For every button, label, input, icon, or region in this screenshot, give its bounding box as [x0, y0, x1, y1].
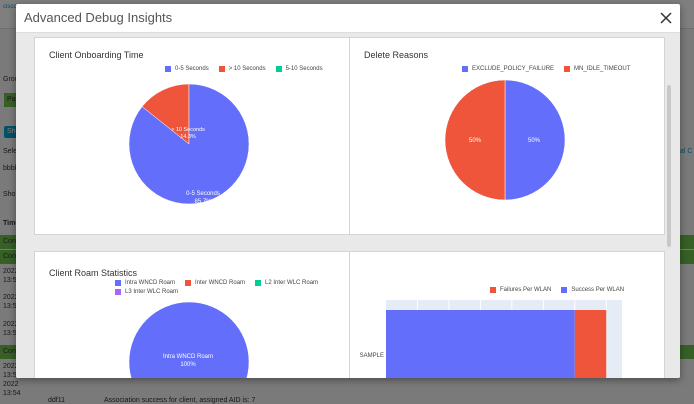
delete-reasons-panel: Delete Reasons EXCLUDE_POLICY_FAILURE MN…	[349, 37, 665, 235]
slice-label: 0-5 Seconds	[186, 191, 220, 197]
category-label: SAMPLE	[360, 353, 384, 359]
wlan-bar-chart: SAMPLE	[360, 300, 622, 378]
bar-segment[interactable]	[574, 310, 607, 378]
legend-item[interactable]: 5-10 Seconds	[275, 66, 323, 72]
wlan-chart-panel: Failures Per WLAN Success Per WLAN SAMPL…	[349, 251, 665, 378]
legend-swatch	[165, 66, 171, 72]
advanced-debug-modal: Advanced Debug Insights Client Onboardin…	[16, 4, 680, 378]
legend-item[interactable]: Failures Per WLAN	[490, 287, 551, 293]
bar-segment[interactable]	[386, 310, 575, 378]
legend-swatch	[564, 66, 571, 72]
delete-reasons-title: Delete Reasons	[364, 50, 429, 60]
pie-slice[interactable]	[504, 79, 566, 201]
close-icon[interactable]	[658, 10, 674, 26]
legend-item[interactable]: Success Per WLAN	[561, 287, 624, 293]
modal-body[interactable]: Client Onboarding Time 0-5 Seconds > 10 …	[16, 32, 680, 378]
modal-title: Advanced Debug Insights	[24, 10, 173, 25]
slice-label: 50%	[469, 138, 482, 144]
legend-item[interactable]: L3 Inter WLC Roam	[115, 289, 178, 295]
legend-swatch	[115, 289, 121, 295]
legend-swatch	[115, 280, 121, 286]
onboarding-chart-title: Client Onboarding Time	[49, 50, 144, 60]
legend-swatch	[255, 280, 262, 286]
pie-slice[interactable]	[444, 79, 506, 201]
onboarding-pie-chart: > 10 Seconds 14.3% 0-5 Seconds 85.7%	[128, 83, 250, 205]
onboarding-legend: 0-5 Seconds > 10 Seconds 5-10 Seconds	[165, 66, 333, 75]
legend-item[interactable]: 0-5 Seconds	[165, 66, 209, 72]
legend-swatch	[275, 66, 282, 72]
pie-slice[interactable]	[128, 83, 250, 205]
legend-swatch	[561, 287, 568, 293]
modal-scrollbar[interactable]	[667, 85, 671, 247]
legend-item[interactable]: > 10 Seconds	[218, 66, 266, 72]
slice-label: Intra WNCD Roam	[163, 354, 213, 360]
roam-chart-title: Client Roam Statistics	[49, 268, 138, 278]
roam-pie-chart: Intra WNCD Roam 100%	[128, 301, 250, 378]
pie-slice[interactable]	[128, 301, 250, 378]
roam-legend: Intra WNCD Roam Inter WNCD Roam L2 Inter…	[115, 280, 345, 298]
legend-swatch	[462, 66, 468, 72]
slice-label: > 10 Seconds	[171, 127, 205, 133]
pie-slice[interactable]	[141, 83, 190, 145]
slice-label: 14.3%	[180, 134, 196, 140]
onboarding-chart-panel: Client Onboarding Time 0-5 Seconds > 10 …	[34, 37, 351, 235]
legend-item[interactable]: Intra WNCD Roam	[115, 280, 175, 286]
slice-label: 50%	[528, 138, 541, 144]
legend-item[interactable]: Inter WNCD Roam	[185, 280, 245, 286]
legend-item[interactable]: MN_IDLE_TIMEOUT	[564, 66, 630, 72]
delete-reasons-legend: EXCLUDE_POLICY_FAILURE MN_IDLE_TIMEOUT	[462, 66, 640, 75]
legend-swatch	[185, 280, 192, 286]
legend-item[interactable]: EXCLUDE_POLICY_FAILURE	[462, 66, 554, 72]
legend-swatch	[218, 66, 225, 72]
roam-chart-panel: Client Roam Statistics Intra WNCD Roam I…	[34, 251, 351, 378]
legend-item[interactable]: L2 Inter WLC Roam	[255, 280, 318, 286]
slice-label: 100%	[180, 362, 196, 368]
wlan-legend: Failures Per WLAN Success Per WLAN	[490, 287, 634, 296]
delete-reasons-pie-chart: 50% 50%	[444, 79, 566, 201]
legend-swatch	[490, 287, 496, 293]
slice-label: 85.7%	[194, 199, 212, 205]
